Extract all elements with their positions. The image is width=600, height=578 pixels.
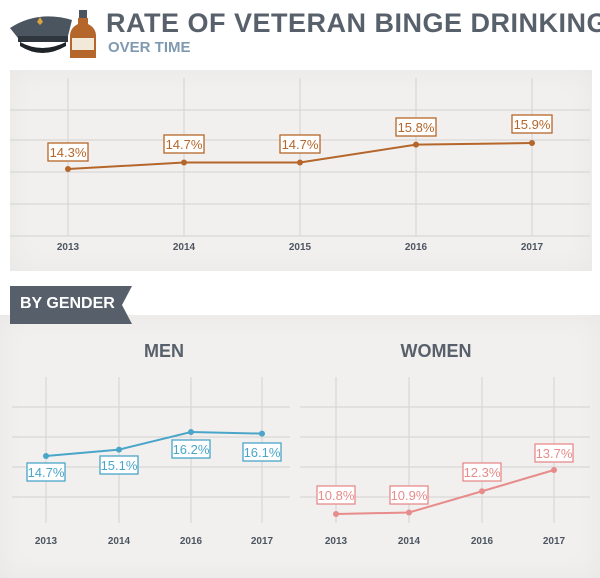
data-label-box: [511, 114, 553, 134]
data-label: 15.1%: [101, 458, 138, 473]
overall-chart-panel: [10, 70, 592, 271]
data-label-box: [163, 134, 205, 154]
data-label: 12.3%: [464, 465, 501, 480]
data-label: 14.7%: [28, 465, 65, 480]
banner-fold: [122, 286, 132, 324]
data-label: 15.9%: [514, 117, 551, 132]
x-tick-label: 2017: [543, 536, 566, 547]
x-tick-label: 2013: [57, 242, 80, 253]
veteran-cap-and-bottle-icon: [10, 10, 96, 58]
data-point: [259, 430, 265, 437]
x-tick-label: 2013: [325, 536, 348, 547]
data-point: [181, 159, 187, 166]
data-point: [406, 509, 412, 516]
data-label-box: [389, 485, 429, 505]
data-point: [479, 488, 485, 495]
gender-chart-panel: [0, 315, 600, 578]
section-banner-label: BY GENDER: [20, 295, 115, 312]
data-label: 14.7%: [166, 137, 203, 152]
data-point: [551, 467, 557, 473]
x-tick-label: 2014: [108, 536, 131, 547]
data-point: [188, 429, 194, 435]
x-tick-label: 2016: [471, 536, 494, 547]
data-label-box: [26, 462, 66, 482]
data-point: [529, 140, 535, 146]
data-label: 10.8%: [318, 488, 355, 503]
x-tick-label: 2015: [289, 242, 312, 253]
data-label-box: [462, 462, 502, 482]
x-tick-label: 2014: [398, 536, 421, 547]
data-label-box: [279, 134, 321, 154]
data-label: 16.1%: [244, 445, 281, 460]
x-tick-label: 2017: [251, 536, 274, 547]
women-chart-title: WOMEN: [400, 341, 472, 361]
data-label: 14.7%: [282, 137, 319, 152]
page-title: RATE OF VETERAN BINGE DRINKING: [106, 8, 600, 38]
men-series-line: [45, 430, 263, 457]
data-label: 13.7%: [536, 446, 573, 461]
data-label: 15.8%: [398, 120, 435, 135]
data-label-box: [47, 142, 89, 162]
data-label: 16.2%: [173, 442, 210, 457]
women-series-line: [335, 469, 555, 515]
data-point: [43, 453, 49, 459]
data-point: [116, 446, 122, 453]
data-point: [65, 166, 71, 172]
x-tick-label: 2017: [521, 242, 544, 253]
data-point: [297, 159, 303, 166]
men-chart-title: MEN: [144, 341, 184, 361]
data-label-box: [171, 439, 211, 459]
page-subtitle: OVER TIME: [108, 39, 191, 56]
data-label-box: [242, 442, 282, 462]
data-point: [413, 141, 419, 148]
data-label: 10.9%: [391, 488, 428, 503]
data-label-box: [316, 485, 356, 505]
data-label-box: [534, 443, 574, 463]
data-label-box: [395, 117, 437, 137]
x-tick-label: 2016: [180, 536, 203, 547]
data-label: 14.3%: [50, 145, 87, 160]
x-tick-label: 2014: [173, 242, 196, 253]
x-tick-label: 2013: [35, 536, 58, 547]
section-banner: BY GENDER: [10, 286, 122, 324]
data-label-box: [99, 455, 139, 475]
x-tick-label: 2016: [405, 242, 428, 253]
data-point: [333, 511, 339, 517]
